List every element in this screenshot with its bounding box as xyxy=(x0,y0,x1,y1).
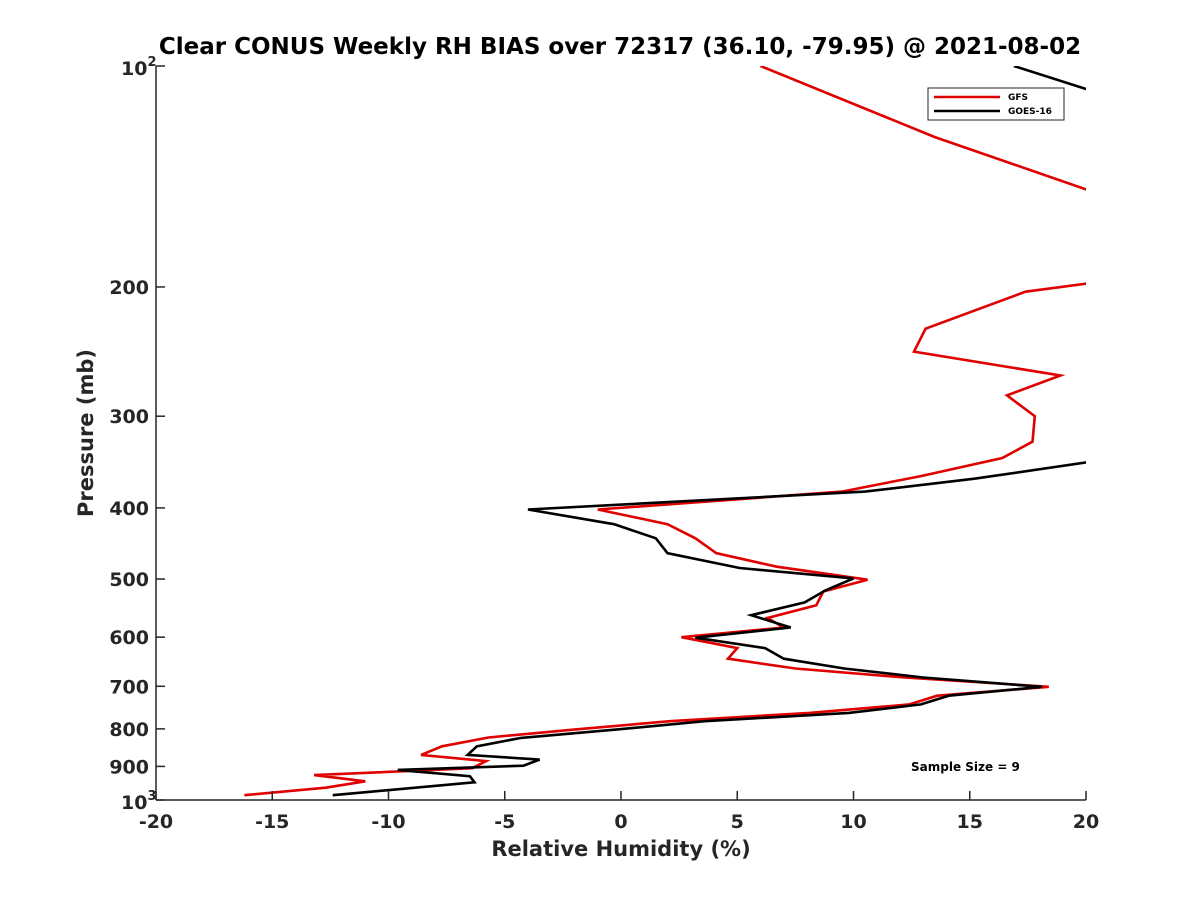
series-line-goes-16 xyxy=(332,66,1086,797)
y-tick-label: 102 xyxy=(121,55,157,80)
y-tick-label: 900 xyxy=(109,756,149,778)
series-layer xyxy=(244,66,1086,797)
legend: GFS GOES-16 xyxy=(927,87,1065,121)
sample-size-annotation: Sample Size = 9 xyxy=(911,760,1020,774)
y-tick-label: 400 xyxy=(109,498,149,520)
legend-label-goes16: GOES-16 xyxy=(1008,107,1052,117)
x-tick-label: -10 xyxy=(371,811,405,833)
x-tick-label: -5 xyxy=(494,811,515,833)
x-axis-label: Relative Humidity (%) xyxy=(491,837,750,861)
x-tick-label: 5 xyxy=(731,811,744,833)
legend-label-gfs: GFS xyxy=(1008,93,1028,103)
legend-box xyxy=(927,87,1065,121)
chart-title: Clear CONUS Weekly RH BIAS over 72317 (3… xyxy=(159,34,1081,60)
y-tick-label: 800 xyxy=(109,719,149,741)
y-tick-label: 300 xyxy=(109,406,149,428)
y-tick-label: 500 xyxy=(109,569,149,591)
y-tick-label: 200 xyxy=(109,277,149,299)
x-tick-label: 15 xyxy=(957,811,983,833)
x-tick-label: 10 xyxy=(840,811,866,833)
y-axis-label: Pressure (mb) xyxy=(74,349,98,517)
y-tick-label: 700 xyxy=(109,676,149,698)
y-tick-label: 600 xyxy=(109,627,149,649)
x-ticks: -20 -15 -10 -5 0 5 10 15 20 xyxy=(139,791,1099,833)
series-line-gfs xyxy=(244,66,1086,797)
x-tick-label: -15 xyxy=(255,811,289,833)
x-tick-label: 0 xyxy=(614,811,627,833)
x-tick-label: 20 xyxy=(1073,811,1099,833)
x-tick-label: -20 xyxy=(139,811,173,833)
